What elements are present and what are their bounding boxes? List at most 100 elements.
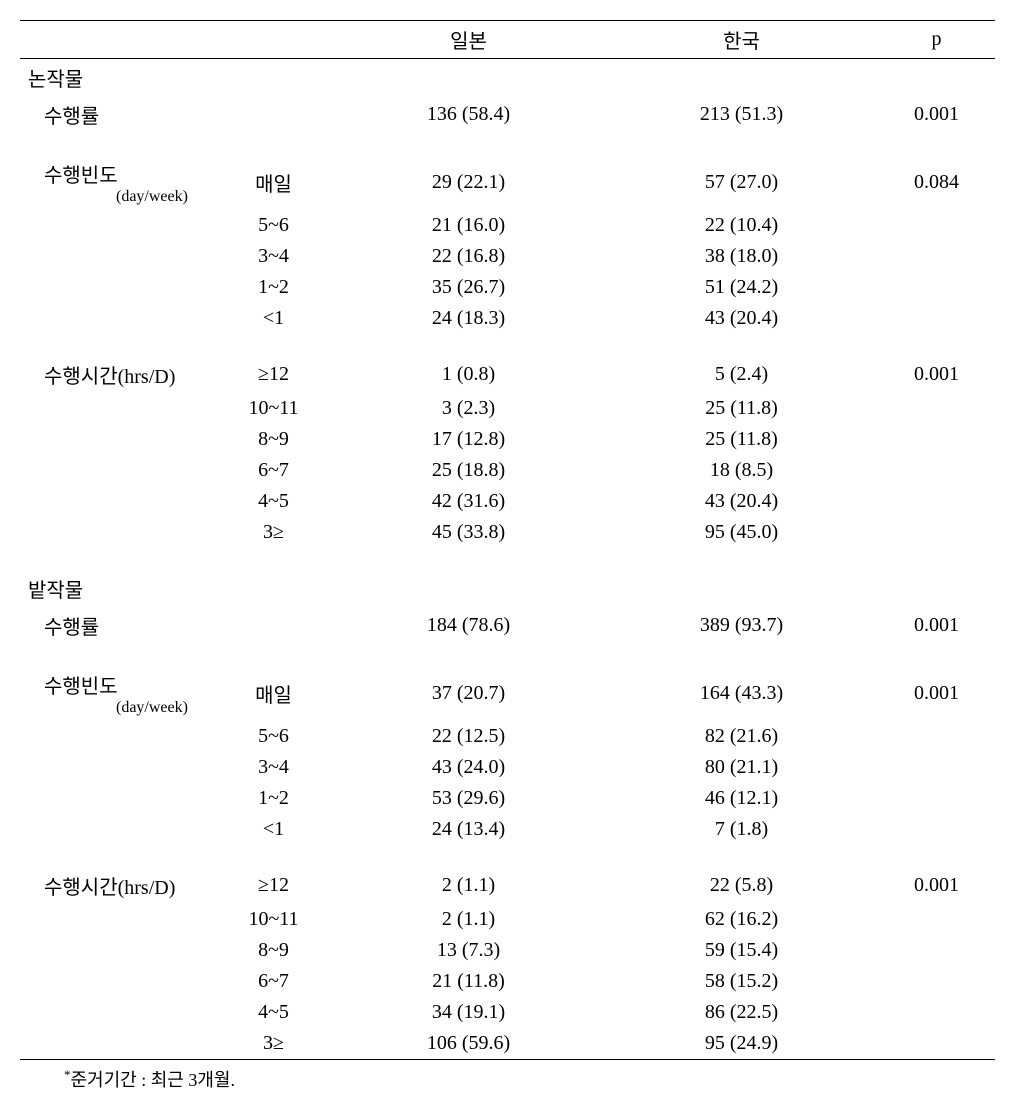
group-label — [20, 241, 215, 272]
group-label — [20, 486, 215, 517]
category-cell: 3≥ — [215, 517, 332, 548]
group-label: 수행률 — [20, 96, 215, 133]
korea-value-cell: 58 (15.2) — [605, 966, 878, 997]
group-label — [20, 783, 215, 814]
header-korea: 한국 — [605, 21, 878, 59]
korea-value-cell: 22 (5.8) — [605, 867, 878, 904]
group-label — [20, 904, 215, 935]
japan-value-cell: 3 (2.3) — [332, 393, 605, 424]
p-value-cell — [878, 997, 995, 1028]
category-cell: 1~2 — [215, 783, 332, 814]
category-cell: 3≥ — [215, 1028, 332, 1060]
table-row: 6~725 (18.8)18 (8.5) — [20, 455, 995, 486]
p-value-cell — [878, 303, 995, 334]
japan-value-cell: 43 (24.0) — [332, 752, 605, 783]
japan-value-cell: 34 (19.1) — [332, 997, 605, 1028]
category-cell: 1~2 — [215, 272, 332, 303]
footnote: *준거기간 : 최근 3개월. — [20, 1060, 995, 1092]
japan-value-cell: 24 (13.4) — [332, 814, 605, 845]
korea-value-cell: 5 (2.4) — [605, 356, 878, 393]
p-value-cell — [878, 721, 995, 752]
group-label — [20, 303, 215, 334]
group-label — [20, 455, 215, 486]
table-row: 3~443 (24.0)80 (21.1) — [20, 752, 995, 783]
p-value-cell — [878, 752, 995, 783]
category-cell: 4~5 — [215, 486, 332, 517]
korea-value-cell: 43 (20.4) — [605, 303, 878, 334]
group-label — [20, 393, 215, 424]
category-cell: <1 — [215, 814, 332, 845]
p-value-cell — [878, 486, 995, 517]
korea-value-cell: 43 (20.4) — [605, 486, 878, 517]
japan-value-cell: 136 (58.4) — [332, 96, 605, 133]
table-row: 수행시간(hrs/D)≥122 (1.1)22 (5.8)0.001 — [20, 867, 995, 904]
korea-value-cell: 80 (21.1) — [605, 752, 878, 783]
category-cell: 매일 — [215, 155, 332, 210]
japan-value-cell: 106 (59.6) — [332, 1028, 605, 1060]
p-value-cell — [878, 966, 995, 997]
table-row: <124 (13.4)7 (1.8) — [20, 814, 995, 845]
group-sublabel: (day/week) — [44, 188, 207, 206]
table-row: 1~235 (26.7)51 (24.2) — [20, 272, 995, 303]
section-title-row: 논작물 — [20, 59, 995, 97]
p-value-cell: 0.084 — [878, 155, 995, 210]
korea-value-cell: 57 (27.0) — [605, 155, 878, 210]
p-value-cell: 0.001 — [878, 607, 995, 644]
table-row: 6~721 (11.8)58 (15.2) — [20, 966, 995, 997]
japan-value-cell: 35 (26.7) — [332, 272, 605, 303]
category-cell: 5~6 — [215, 210, 332, 241]
japan-value-cell: 1 (0.8) — [332, 356, 605, 393]
p-value-cell: 0.001 — [878, 356, 995, 393]
japan-value-cell: 2 (1.1) — [332, 867, 605, 904]
korea-value-cell: 82 (21.6) — [605, 721, 878, 752]
table-row: 수행률184 (78.6)389 (93.7)0.001 — [20, 607, 995, 644]
table-row: 3~422 (16.8)38 (18.0) — [20, 241, 995, 272]
korea-value-cell: 95 (45.0) — [605, 517, 878, 548]
category-cell: ≥12 — [215, 867, 332, 904]
p-value-cell — [878, 210, 995, 241]
korea-value-cell: 59 (15.4) — [605, 935, 878, 966]
group-label — [20, 752, 215, 783]
category-cell: 3~4 — [215, 241, 332, 272]
table-row: 5~622 (12.5)82 (21.6) — [20, 721, 995, 752]
japan-value-cell: 22 (12.5) — [332, 721, 605, 752]
table-row: 1~253 (29.6)46 (12.1) — [20, 783, 995, 814]
table-row: 8~917 (12.8)25 (11.8) — [20, 424, 995, 455]
korea-value-cell: 86 (22.5) — [605, 997, 878, 1028]
table-row: 수행빈도(day/week)매일37 (20.7)164 (43.3)0.001 — [20, 666, 995, 721]
category-cell: 6~7 — [215, 966, 332, 997]
japan-value-cell: 22 (16.8) — [332, 241, 605, 272]
japan-value-cell: 13 (7.3) — [332, 935, 605, 966]
japan-value-cell: 21 (16.0) — [332, 210, 605, 241]
p-value-cell — [878, 517, 995, 548]
table-row: 8~913 (7.3)59 (15.4) — [20, 935, 995, 966]
japan-value-cell: 17 (12.8) — [332, 424, 605, 455]
korea-value-cell: 18 (8.5) — [605, 455, 878, 486]
category-cell: <1 — [215, 303, 332, 334]
header-japan: 일본 — [332, 21, 605, 59]
group-label — [20, 935, 215, 966]
table-row: 10~113 (2.3)25 (11.8) — [20, 393, 995, 424]
korea-value-cell: 389 (93.7) — [605, 607, 878, 644]
spacer-row — [20, 548, 995, 570]
comparison-table: 일본 한국 p 논작물수행률136 (58.4)213 (51.3)0.001수… — [20, 20, 995, 1060]
p-value-cell — [878, 935, 995, 966]
p-value-cell — [878, 241, 995, 272]
japan-value-cell: 2 (1.1) — [332, 904, 605, 935]
category-cell: 4~5 — [215, 997, 332, 1028]
korea-value-cell: 95 (24.9) — [605, 1028, 878, 1060]
group-label — [20, 721, 215, 752]
japan-value-cell: 25 (18.8) — [332, 455, 605, 486]
group-label — [20, 997, 215, 1028]
japan-value-cell: 53 (29.6) — [332, 783, 605, 814]
table-row: 3≥106 (59.6)95 (24.9) — [20, 1028, 995, 1060]
korea-value-cell: 51 (24.2) — [605, 272, 878, 303]
group-sublabel: (day/week) — [44, 699, 207, 717]
p-value-cell — [878, 814, 995, 845]
spacer-row — [20, 845, 995, 867]
japan-value-cell: 21 (11.8) — [332, 966, 605, 997]
table-row: 4~534 (19.1)86 (22.5) — [20, 997, 995, 1028]
group-label: 수행빈도(day/week) — [20, 155, 215, 210]
table-row: 수행률136 (58.4)213 (51.3)0.001 — [20, 96, 995, 133]
japan-value-cell: 184 (78.6) — [332, 607, 605, 644]
